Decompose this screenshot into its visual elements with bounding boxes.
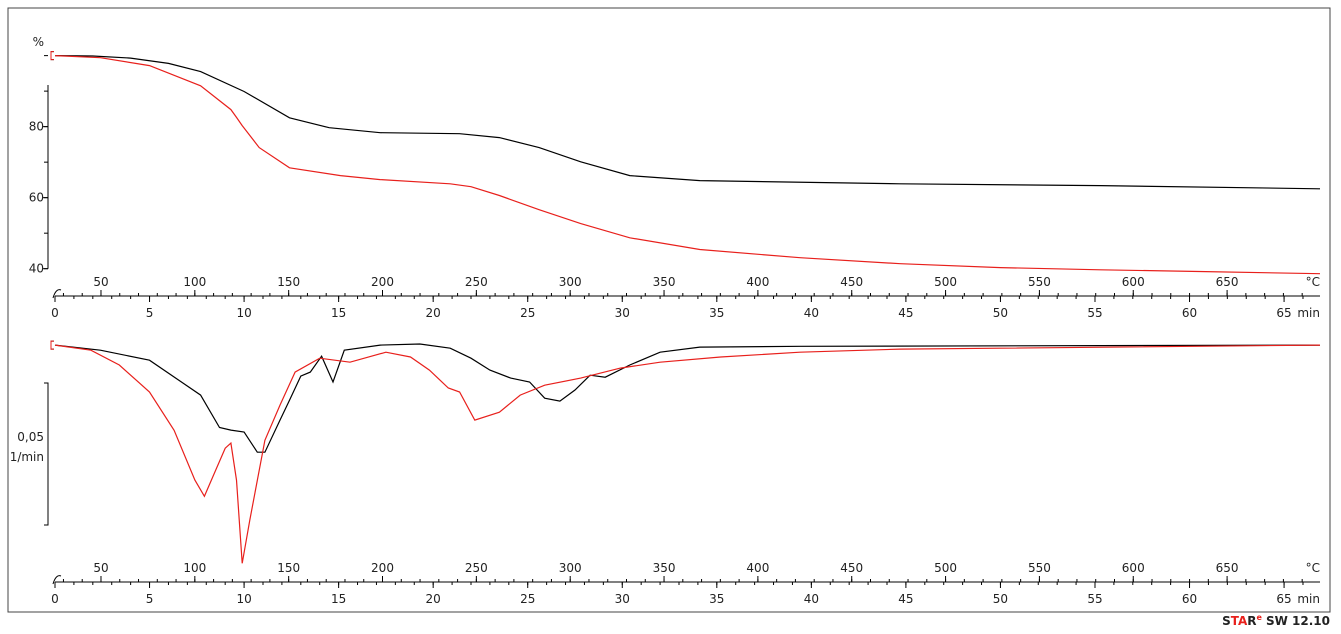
x2-tick-label: 300 [559,275,582,289]
x-axis-label: min [1297,592,1320,606]
x2-tick-label: 150 [277,561,300,575]
x2-tick-label: 600 [1122,275,1145,289]
x-tick-label: 50 [993,592,1008,606]
y-tick-label: 60 [29,191,44,205]
y-tick-label: 40 [29,262,44,276]
x2-tick-label: 50 [93,561,108,575]
x2-tick-label: 650 [1216,275,1239,289]
curve [54,55,1321,275]
x-tick-label: 20 [426,592,441,606]
footer: STARe SW 12.10 [1222,613,1330,628]
x-tick-label: 5 [146,592,154,606]
scale-bar [44,382,49,526]
x-tick-label: 15 [331,592,346,606]
x-tick-label: 55 [1087,306,1102,320]
x2-tick-label: 100 [183,561,206,575]
curve [54,343,1321,453]
x-tick-label: 25 [520,592,535,606]
x-tick-label: 35 [709,306,724,320]
brand: e [1257,613,1263,622]
x-tick-label: 5 [146,306,154,320]
x2-tick-label: 450 [840,275,863,289]
x2-tick-label: 500 [934,561,957,575]
x-tick-label: 45 [898,592,913,606]
x2-tick-label: 250 [465,561,488,575]
y-axis-label: 1/min [10,450,44,464]
x-tick-label: 55 [1087,592,1102,606]
x-tick-label: 50 [993,306,1008,320]
x2-axis-label: °C [1306,561,1320,575]
x-tick-label: 10 [236,592,251,606]
y-tick-label: 80 [29,120,44,134]
range-marker [50,340,54,350]
x-tick-label: 30 [615,592,630,606]
x2-tick-label: 100 [183,275,206,289]
x-tick-label: 0 [51,306,59,320]
x-tick-label: 15 [331,306,346,320]
x-tick-label: 45 [898,306,913,320]
x2-tick-label: 350 [653,561,676,575]
x2-tick-label: 150 [277,275,300,289]
x2-tick-label: 450 [840,561,863,575]
frame [7,7,1331,613]
x-tick-label: 20 [426,306,441,320]
brand: R [1247,614,1256,628]
x-tick-label: 35 [709,592,724,606]
x-tick-label: 40 [804,306,819,320]
x2-tick-label: 350 [653,275,676,289]
scale-label: 0,05 [17,430,44,444]
x-tick-label: 25 [520,306,535,320]
x2-tick-label: 550 [1028,561,1051,575]
y-axis-label: % [33,35,44,49]
x-tick-label: 65 [1276,306,1291,320]
x2-tick-label: 300 [559,561,582,575]
x-tick-label: 10 [236,306,251,320]
version: SW 12.10 [1266,614,1330,628]
x-axis-label: min [1297,306,1320,320]
x-tick-label: 40 [804,592,819,606]
x-tick-label: 0 [51,592,59,606]
axis-break [52,289,62,299]
x2-tick-label: 50 [93,275,108,289]
x2-tick-label: 650 [1216,561,1239,575]
curve [54,344,1321,564]
x2-tick-label: 500 [934,275,957,289]
x2-tick-label: 200 [371,561,394,575]
x2-tick-label: 250 [465,275,488,289]
x2-tick-label: 400 [746,561,769,575]
x-tick-label: 60 [1182,592,1197,606]
x-tick-label: 65 [1276,592,1291,606]
x2-axis-label: °C [1306,275,1320,289]
x2-tick-label: 600 [1122,561,1145,575]
brand: TA [1231,614,1248,628]
brand: S [1222,614,1231,628]
range-marker [50,51,54,61]
x2-tick-label: 400 [746,275,769,289]
x-tick-label: 30 [615,306,630,320]
x2-tick-label: 550 [1028,275,1051,289]
curve [54,55,1321,190]
axis-break [52,575,62,585]
x-tick-label: 60 [1182,306,1197,320]
x2-tick-label: 200 [371,275,394,289]
